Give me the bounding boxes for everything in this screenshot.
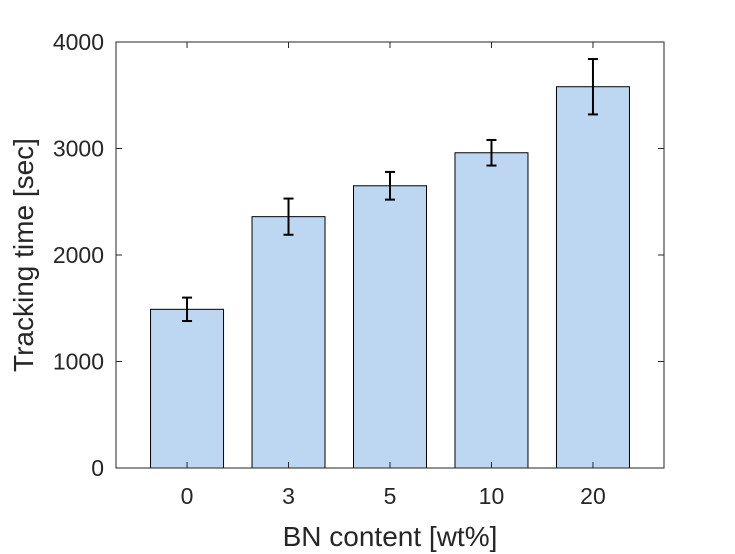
- error-bar-3: [283, 197, 294, 236]
- y-tick-label: 3000: [53, 136, 104, 162]
- error-bar-10: [486, 138, 497, 167]
- bar-20: [555, 86, 630, 469]
- x-tick-label: 0: [181, 483, 194, 509]
- y-tick-label: 2000: [53, 242, 104, 268]
- y-tick-label: 4000: [53, 29, 104, 55]
- x-tick-label: 20: [580, 483, 606, 509]
- bar-3: [251, 216, 326, 469]
- x-tick-label: 3: [282, 483, 295, 509]
- bar-5: [353, 185, 427, 469]
- bar-10: [454, 152, 529, 469]
- bars-group: [150, 86, 630, 469]
- error-bars-group: [182, 58, 598, 323]
- axes-group: 0 3 5 10 20 0 1000 2000 3000 4000: [53, 29, 664, 509]
- y-tick-label: 0: [91, 455, 104, 481]
- x-tick-label: 5: [384, 483, 397, 509]
- x-axis-label: BN content [wt%]: [283, 521, 498, 552]
- error-bar-5: [385, 170, 395, 201]
- error-bar-20: [587, 58, 598, 116]
- y-tick-label: 1000: [53, 349, 104, 375]
- error-bar-0: [182, 296, 193, 323]
- bar-0: [150, 308, 225, 469]
- y-axis-label: Tracking time [sec]: [8, 138, 39, 372]
- x-tick-label: 10: [479, 483, 505, 509]
